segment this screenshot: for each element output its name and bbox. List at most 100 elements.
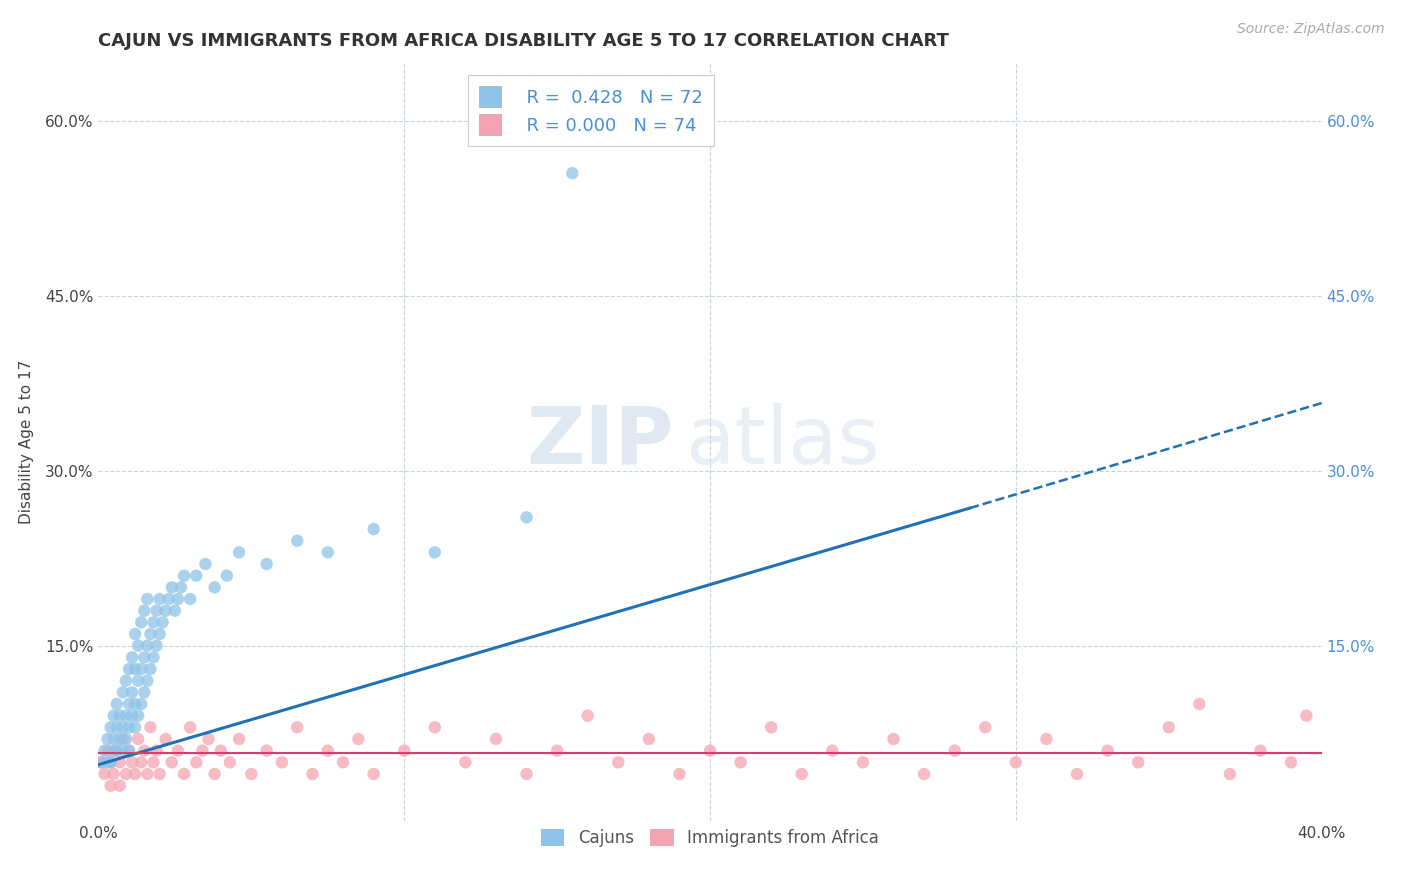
Point: [111, 720, 134, 734]
Point: [127, 731, 149, 746]
Point: [668, 767, 690, 781]
Point: [301, 767, 323, 781]
Point: [209, 744, 232, 758]
Point: [115, 767, 138, 781]
Point: [118, 720, 141, 734]
Point: [105, 744, 128, 758]
Point: [256, 557, 278, 571]
Point: [145, 744, 167, 758]
Point: [363, 767, 385, 781]
Point: [115, 708, 138, 723]
Point: [142, 756, 165, 770]
Point: [124, 767, 146, 781]
Point: [111, 744, 134, 758]
Point: [561, 166, 583, 180]
Point: [607, 756, 630, 770]
Point: [316, 744, 339, 758]
Point: [124, 697, 146, 711]
Point: [170, 580, 193, 594]
Point: [97, 756, 120, 770]
Point: [90, 756, 112, 770]
Point: [136, 592, 159, 607]
Text: Source: ZipAtlas.com: Source: ZipAtlas.com: [1237, 22, 1385, 37]
Point: [105, 744, 128, 758]
Point: [115, 731, 138, 746]
Point: [363, 522, 385, 536]
Point: [124, 662, 146, 676]
Point: [285, 720, 308, 734]
Point: [228, 731, 250, 746]
Point: [204, 580, 226, 594]
Point: [576, 708, 599, 723]
Point: [121, 708, 143, 723]
Point: [93, 744, 115, 758]
Point: [1188, 697, 1211, 711]
Point: [108, 756, 131, 770]
Point: [111, 685, 134, 699]
Point: [516, 767, 538, 781]
Point: [142, 615, 165, 630]
Point: [97, 744, 120, 758]
Point: [759, 720, 782, 734]
Point: [160, 580, 183, 594]
Point: [124, 627, 146, 641]
Point: [485, 731, 508, 746]
Point: [155, 731, 177, 746]
Point: [152, 615, 174, 630]
Point: [173, 767, 195, 781]
Point: [191, 744, 214, 758]
Point: [912, 767, 935, 781]
Point: [943, 744, 966, 758]
Point: [516, 510, 538, 524]
Text: CAJUN VS IMMIGRANTS FROM AFRICA DISABILITY AGE 5 TO 17 CORRELATION CHART: CAJUN VS IMMIGRANTS FROM AFRICA DISABILI…: [98, 32, 949, 50]
Point: [127, 708, 149, 723]
Point: [1128, 756, 1150, 770]
Point: [637, 731, 661, 746]
Point: [1295, 708, 1317, 723]
Point: [197, 731, 219, 746]
Point: [145, 604, 167, 618]
Point: [100, 756, 122, 770]
Point: [121, 650, 143, 665]
Point: [127, 639, 149, 653]
Point: [240, 767, 263, 781]
Point: [145, 639, 167, 653]
Point: [454, 756, 477, 770]
Point: [347, 731, 370, 746]
Point: [392, 744, 416, 758]
Text: atlas: atlas: [686, 402, 880, 481]
Point: [129, 756, 152, 770]
Point: [127, 673, 149, 688]
Point: [173, 568, 195, 582]
Point: [118, 697, 141, 711]
Point: [115, 673, 138, 688]
Point: [121, 685, 143, 699]
Point: [699, 744, 721, 758]
Point: [316, 545, 339, 559]
Point: [149, 592, 172, 607]
Point: [1279, 756, 1302, 770]
Point: [136, 639, 159, 653]
Point: [111, 731, 134, 746]
Point: [139, 627, 162, 641]
Y-axis label: Disability Age 5 to 17: Disability Age 5 to 17: [18, 359, 34, 524]
Point: [1035, 731, 1057, 746]
Point: [167, 592, 190, 607]
Point: [167, 744, 190, 758]
Point: [129, 697, 152, 711]
Point: [103, 767, 125, 781]
Point: [228, 545, 250, 559]
Point: [103, 731, 125, 746]
Point: [139, 720, 162, 734]
Point: [118, 662, 141, 676]
Point: [790, 767, 813, 781]
Point: [142, 650, 165, 665]
Point: [179, 720, 201, 734]
Point: [285, 533, 308, 548]
Point: [155, 604, 177, 618]
Point: [423, 720, 446, 734]
Point: [149, 767, 172, 781]
Point: [1249, 744, 1271, 758]
Point: [423, 545, 446, 559]
Point: [136, 767, 159, 781]
